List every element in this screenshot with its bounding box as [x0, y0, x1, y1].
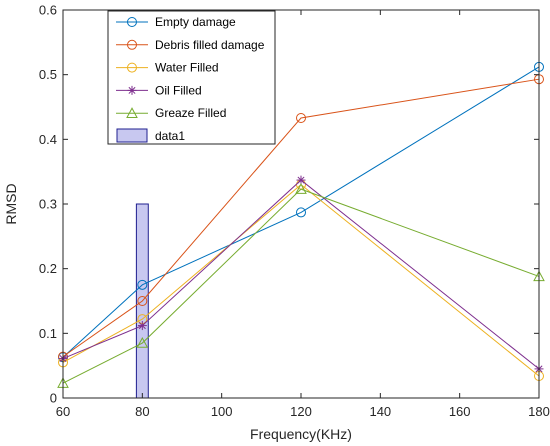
- legend: Empty damage Debris filled damage Water Fi…: [107, 10, 276, 145]
- legend-label-empty-damage: Empty damage: [155, 15, 236, 29]
- legend-marker-water-filled: [127, 62, 137, 73]
- legend-label-debris-filled-damage: Debris filled damage: [155, 38, 265, 52]
- legend-marker-empty-damage: [127, 17, 137, 27]
- x-tick-label-100: 100: [211, 404, 233, 419]
- ticks-layer: 60 80 100 120 140 160 180 0 0.1 0.2 0.3 0.4 0.5 0.6: [39, 3, 550, 420]
- y-tick-label-0.1: 0.1: [39, 326, 57, 341]
- y-tick-label-0.2: 0.2: [39, 261, 57, 276]
- x-tick-label-160: 160: [449, 404, 471, 419]
- x-tick-label-80: 80: [135, 404, 149, 419]
- x-tick-label-140: 140: [369, 404, 391, 419]
- legend-marker-greaze-filled: [126, 107, 138, 118]
- series-line-greaze-filled: [62, 188, 540, 384]
- x-axis-title: Frequency(KHz): [250, 426, 352, 442]
- y-tick-label-0: 0: [50, 391, 57, 406]
- y-tick-label-0.4: 0.4: [39, 132, 57, 147]
- point-oil-filled-120: [296, 175, 306, 185]
- point-empty-damage-120: [296, 207, 306, 218]
- y-axis-title: RMSD: [3, 183, 19, 224]
- legend-label-data1: data1: [155, 129, 185, 143]
- series-line-water-filled: [62, 183, 540, 377]
- point-oil-filled-80: [137, 321, 147, 331]
- point-debris-filled-damage-80: [137, 296, 148, 306]
- y-tick-label-0.6: 0.6: [39, 3, 57, 18]
- x-tick-label-180: 180: [528, 404, 550, 419]
- point-debris-filled-damage-120: [296, 112, 306, 123]
- legend-label-water-filled: Water Filled: [155, 61, 219, 75]
- point-greaze-filled-120: [295, 183, 307, 194]
- lines-layer: [57, 61, 545, 388]
- x-tick-label-60: 60: [56, 404, 70, 419]
- legend-marker-oil-filled: [127, 85, 137, 95]
- point-greaze-filled-80: [136, 336, 149, 348]
- point-oil-filled-120-stroke-3: [297, 176, 305, 184]
- legend-marker-debris-filled-damage: [127, 39, 137, 50]
- point-oil-filled-80-stroke-3: [138, 322, 146, 330]
- x-tick-label-120: 120: [290, 404, 312, 419]
- legend-label-oil-filled: Oil Filled: [155, 83, 202, 97]
- legend-swatch-data1: [116, 128, 148, 143]
- series-line-empty-damage: [62, 66, 540, 358]
- series-line-oil-filled: [62, 179, 540, 370]
- y-tick-label-0.3: 0.3: [39, 197, 57, 212]
- legend-box: [107, 10, 276, 145]
- legend-marker-oil-filled-stroke-3: [128, 86, 136, 94]
- y-tick-label-0.5: 0.5: [39, 67, 57, 82]
- point-empty-damage-80: [137, 279, 148, 290]
- legend-label-greaze-filled: Greaze Filled: [155, 106, 226, 120]
- series-line-debris-filled-damage: [62, 78, 540, 358]
